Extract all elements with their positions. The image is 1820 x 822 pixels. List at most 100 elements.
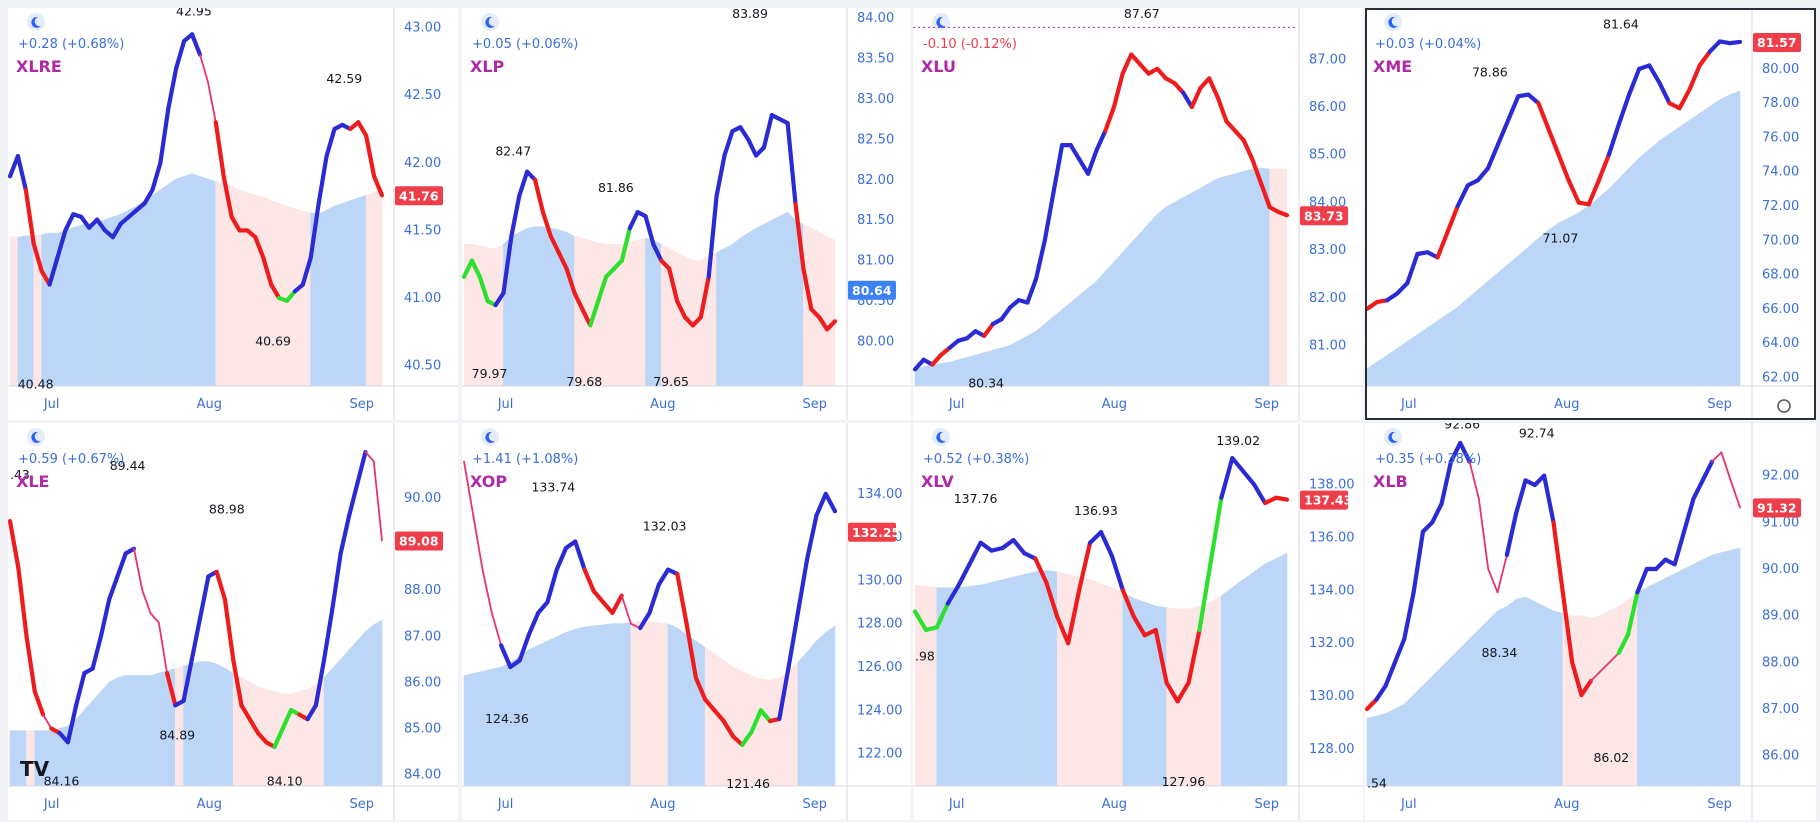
ma-area-segment: [334, 202, 343, 387]
y-tick-label: 68.00: [1762, 268, 1799, 283]
ma-area-segment: [1608, 177, 1620, 387]
price-annotation: 40.69: [255, 333, 291, 348]
ma-area-segment: [769, 677, 780, 787]
chart-panel-xlv[interactable]: 138.00 136.00 134.00 132.00 130.00 128.00 Jul A…: [913, 423, 1363, 820]
chart-panel-xme[interactable]: 80.00 78.00 76.00 74.00 72.00 70.00 68.00 66.00…: [1365, 8, 1816, 420]
ma-area-segment: [1165, 201, 1175, 387]
ma-area-segment: [92, 690, 102, 787]
price-segment: [746, 137, 759, 158]
ma-area-segment: [1122, 592, 1135, 787]
ma-area-segment: [826, 235, 836, 387]
chart-svg[interactable]: 90.0089.0088.0087.0086.0085.0084.00JulAu…: [8, 423, 458, 820]
ma-area-segment: [1477, 280, 1489, 387]
y-tick-label: 80.00: [1762, 62, 1799, 77]
symbol-label[interactable]: XLB: [1373, 472, 1408, 491]
ma-area-segment: [1113, 251, 1123, 387]
ma-area-segment: [1441, 656, 1452, 787]
price-segment: [596, 274, 609, 304]
chart-svg[interactable]: 92.00 91.00 90.00 89.00 88.00 87.00 86.00 Jul Au…: [1365, 423, 1816, 820]
symbol-label[interactable]: XOP: [470, 472, 507, 491]
price-change: -0.10 (-0.12%): [923, 37, 1017, 52]
y-tick-label: 64.00: [1762, 336, 1799, 351]
symbol-label[interactable]: XME: [1373, 57, 1412, 76]
settings-gear-icon[interactable]: [1777, 399, 1791, 413]
session-moon-icon[interactable]: [481, 428, 499, 446]
chart-panel-xlre[interactable]: 43.00 42.50 42.00 41.50 41.00 40.50 Jul Aug Sep 4…: [8, 8, 458, 420]
price-segment: [1653, 557, 1668, 572]
ma-area-segment: [1013, 574, 1025, 787]
session-moon-icon[interactable]: [932, 428, 950, 446]
ma-area-segment: [1447, 306, 1459, 387]
ma-area-segment: [278, 202, 288, 387]
symbol-label[interactable]: XLRE: [16, 57, 62, 76]
ma-area-segment: [1506, 598, 1517, 787]
y-tick-label: 130.00: [857, 573, 903, 588]
price-segment: [1098, 530, 1115, 559]
ma-area-segment: [1637, 587, 1648, 787]
ma-area-segment: [597, 242, 607, 387]
price-segment: [149, 612, 160, 624]
price-annotation: 139.02: [1216, 433, 1260, 448]
price-segment: [1011, 537, 1027, 556]
ma-area-segment: [1096, 270, 1106, 387]
symbol-label[interactable]: XLE: [16, 472, 49, 491]
chart-svg[interactable]: 84.0083.5083.0082.5082.0081.5081.0080.50…: [462, 8, 911, 420]
price-segment: [601, 599, 615, 616]
y-tick-label: 82.50: [857, 132, 894, 147]
session-moon-icon[interactable]: [1384, 13, 1402, 31]
price-segment: [1137, 61, 1151, 76]
chart-panel-xlu[interactable]: 87.00 86.00 85.00 84.00 83.00 82.00 81.00 Jul Au…: [913, 8, 1363, 420]
price-segment: [1153, 627, 1169, 685]
y-tick-label: 81.00: [857, 254, 894, 269]
ma-area-segment: [779, 211, 788, 387]
ma-area-segment: [1217, 175, 1227, 387]
ma-area-segment: [958, 586, 971, 787]
y-tick-label: 88.00: [1762, 655, 1799, 670]
chart-panel-xlb[interactable]: 92.00 91.00 90.00 89.00 88.00 87.00 86.00 Jul Au…: [1365, 423, 1816, 820]
chart-svg[interactable]: 138.00 136.00 134.00 132.00 130.00 128.00 Jul A…: [913, 423, 1363, 820]
ma-area-segment: [969, 584, 981, 787]
price-segment: [133, 547, 144, 592]
session-moon-icon[interactable]: [932, 13, 950, 31]
price-annotation: 40.48: [18, 377, 54, 392]
ma-area-segment: [318, 209, 327, 387]
chart-svg[interactable]: 80.00 78.00 76.00 74.00 72.00 70.00 68.00 66.00…: [1365, 8, 1816, 420]
session-moon-icon[interactable]: [1384, 428, 1402, 446]
moon-glyph-icon: [485, 16, 495, 28]
price-segment: [982, 321, 995, 339]
symbol-label[interactable]: XLV: [921, 472, 954, 491]
tradingview-logo[interactable]: TV: [20, 757, 50, 781]
symbol-label[interactable]: XLP: [470, 57, 505, 76]
price-change: +0.28 (+0.68%): [18, 37, 124, 52]
ma-area-segment: [1527, 237, 1539, 387]
chart-svg[interactable]: 43.00 42.50 42.00 41.50 41.00 40.50 Jul Aug Sep 4…: [8, 8, 458, 420]
ma-area-segment: [1174, 197, 1184, 387]
ma-area-segment: [152, 189, 161, 387]
ma-area-segment: [649, 621, 660, 787]
chart-panel-xlp[interactable]: 84.00 83.50 83.00 82.50 82.00 81.50 81.00 80.50…: [462, 8, 911, 420]
price-segment: [1033, 556, 1049, 585]
price-annotation: 84.10: [267, 773, 303, 788]
ma-area-segment: [357, 194, 367, 387]
y-tick-label: 91.00: [1762, 515, 1799, 530]
session-moon-icon[interactable]: [27, 428, 45, 446]
price-segment: [1224, 119, 1238, 133]
ma-area-segment: [96, 219, 106, 387]
price-segment: [1044, 580, 1060, 619]
session-moon-icon[interactable]: [27, 13, 45, 31]
ma-area-segment: [342, 200, 351, 387]
ma-area-segment: [980, 581, 992, 787]
symbol-label[interactable]: XLU: [921, 57, 956, 76]
chart-svg[interactable]: 134.00132.00130.00128.00126.00124.00122.…: [462, 423, 911, 820]
ma-area-segment: [1394, 703, 1405, 787]
y-tick-label: 124.00: [857, 703, 903, 718]
chart-panel-xop[interactable]: 134.00132.00130.00128.00126.00124.00122.…: [462, 423, 911, 820]
price-segment: [620, 594, 632, 625]
chart-panel-xle[interactable]: 90.0089.0088.0087.0086.0085.0084.00JulAu…: [8, 423, 458, 820]
ma-area-segment: [704, 646, 715, 787]
ma-area-segment: [1507, 255, 1519, 387]
y-tick-label: 85.00: [1309, 148, 1346, 163]
moon-glyph-icon: [485, 431, 495, 443]
session-moon-icon[interactable]: [481, 13, 499, 31]
